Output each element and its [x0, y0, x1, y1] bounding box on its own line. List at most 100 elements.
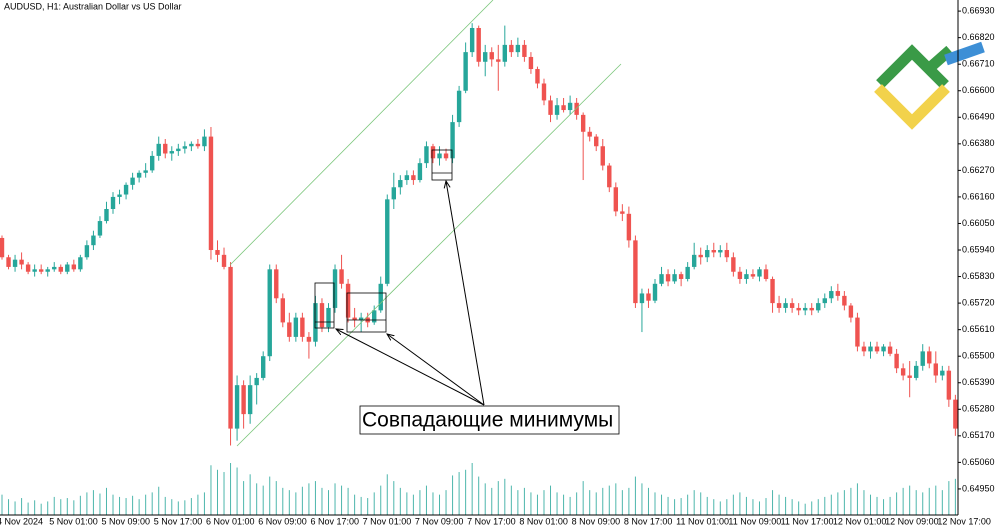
volume-bar: [889, 496, 891, 515]
volume-bar: [765, 498, 767, 515]
candle-body: [940, 370, 945, 376]
volume-bar: [216, 469, 218, 515]
volume-bar: [523, 487, 525, 515]
volume-bar: [360, 496, 362, 515]
volume-bar: [563, 494, 565, 515]
candle-body: [587, 131, 592, 137]
candle-body: [502, 44, 508, 62]
volume-bar: [79, 495, 81, 515]
candles: [0, 23, 958, 446]
candle-body: [620, 211, 625, 214]
volume-bar: [713, 499, 715, 515]
candle-body: [731, 257, 736, 272]
candle-body: [463, 52, 468, 91]
candle-body: [437, 153, 442, 159]
candle-body: [737, 271, 743, 279]
volume-bar: [445, 490, 447, 515]
volume-bar: [948, 481, 950, 515]
volume-bar: [230, 463, 232, 515]
candle-body: [594, 136, 599, 147]
candle-body: [65, 264, 70, 272]
candle-body: [633, 240, 638, 304]
volume-bar: [745, 496, 747, 515]
candle-body: [509, 44, 514, 53]
candle-body: [110, 196, 116, 209]
volume-bar: [347, 487, 349, 515]
candle-body: [143, 170, 148, 173]
volume-bar: [184, 500, 186, 515]
candle-body: [646, 293, 651, 301]
candle-body: [287, 322, 292, 337]
candle-body: [907, 375, 912, 378]
candle-body: [535, 69, 540, 84]
candle-body: [443, 153, 449, 159]
candle-body: [456, 90, 462, 123]
candle-body: [280, 298, 285, 323]
volume-bar: [249, 474, 251, 515]
candle-body: [417, 163, 423, 181]
candle-body: [920, 351, 925, 366]
candle-body: [313, 303, 318, 342]
candle-body: [567, 102, 573, 111]
y-tick-label: 0.66820: [962, 32, 995, 42]
candle-body: [496, 59, 501, 62]
volume-bar: [706, 496, 708, 515]
volume-bar: [654, 492, 656, 515]
candle-body: [195, 143, 201, 147]
candle-body: [404, 175, 410, 181]
candle-body: [776, 303, 782, 308]
volume-bar: [53, 496, 55, 515]
candle-body: [874, 346, 880, 352]
volume-bar: [256, 483, 258, 515]
candle-body: [659, 274, 664, 284]
x-tick-label: 7 Nov 17:00: [467, 516, 516, 526]
volume-bar: [608, 485, 610, 515]
volume-bar: [190, 498, 192, 515]
logo-green: [876, 44, 949, 89]
volume-bar: [922, 492, 924, 515]
candle-body: [45, 269, 50, 272]
candle-body: [104, 208, 109, 222]
volume-bar: [491, 487, 493, 515]
volume-bar: [589, 490, 591, 515]
volume-bar: [334, 483, 336, 515]
volume-bar: [837, 492, 839, 515]
candle-body: [32, 269, 37, 272]
volume-bar: [14, 501, 16, 515]
volume-bar: [602, 487, 604, 515]
x-tick-label: 12 Nov 09:00: [885, 516, 939, 526]
volume-bar: [177, 501, 179, 515]
volume-bar: [484, 483, 486, 515]
volume-bar: [138, 499, 140, 515]
y-tick-label: 0.65390: [962, 377, 995, 387]
volume-bar: [132, 495, 134, 515]
x-tick-label: 4 Nov 2024: [0, 516, 43, 526]
volume-bar: [203, 492, 205, 515]
x-tick-label: 7 Nov 09:00: [415, 516, 464, 526]
candle-body: [254, 377, 259, 386]
box: [314, 282, 335, 329]
channel-upper: [229, 0, 494, 266]
x-tick-label: 8 Nov 01:00: [519, 516, 568, 526]
volume-bar: [928, 487, 930, 515]
volume-bar: [328, 490, 329, 515]
volume-bar: [778, 494, 780, 515]
y-tick-label: 0.66050: [962, 218, 995, 228]
volume-bar: [680, 498, 682, 515]
candle-body: [678, 274, 684, 279]
volume-bar: [425, 485, 427, 515]
x-tick-label: 5 Nov 17:00: [154, 516, 203, 526]
candle-body: [221, 254, 227, 267]
volume-bar: [667, 496, 669, 515]
channel-lower: [236, 63, 622, 447]
candle-body: [71, 264, 77, 270]
volume-bar: [869, 494, 871, 515]
candle-body: [652, 283, 658, 301]
volume-bar: [269, 476, 271, 515]
candle-body: [522, 44, 527, 57]
volume-bar: [772, 490, 774, 515]
candle-body: [476, 27, 481, 62]
volume-bar: [687, 494, 689, 515]
volume-bar: [843, 490, 845, 515]
